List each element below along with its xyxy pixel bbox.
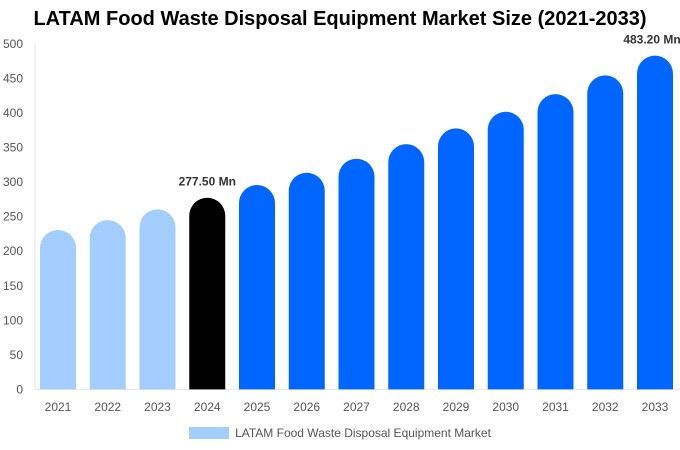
bar-2026: [288, 172, 325, 390]
y-tick-label: 0: [16, 382, 23, 396]
bar-2027: [338, 158, 375, 390]
data-label: 277.50 Mn: [179, 175, 236, 189]
y-tick-label: 200: [3, 244, 23, 258]
x-tick-label: 2022: [94, 400, 121, 414]
bar-2025: [239, 185, 275, 390]
bar-2029: [438, 128, 474, 390]
x-tick-label: 2021: [45, 400, 72, 414]
bar-2032: [587, 75, 624, 390]
legend-label: LATAM Food Waste Disposal Equipment Mark…: [235, 426, 491, 440]
y-tick-label: 150: [3, 279, 23, 293]
y-tick-label: 350: [3, 141, 23, 155]
legend: LATAM Food Waste Disposal Equipment Mark…: [0, 426, 680, 440]
bar-2031: [537, 94, 574, 390]
bar-2033: [637, 55, 673, 390]
y-tick-label: 50: [10, 348, 24, 362]
x-tick-label: 2030: [492, 400, 519, 414]
bar-2022: [89, 220, 126, 390]
x-tick-label: 2024: [194, 400, 221, 414]
x-tick-label: 2029: [443, 400, 470, 414]
legend-swatch: [189, 427, 230, 439]
x-tick-label: 2033: [642, 400, 669, 414]
x-tick-label: 2025: [244, 400, 271, 414]
x-tick-label: 2026: [293, 400, 320, 414]
bar-2030: [487, 111, 524, 390]
data-label: 483.20 Mn: [623, 33, 680, 47]
y-tick-label: 300: [3, 175, 23, 189]
bar-2024: [189, 197, 226, 390]
y-tick-label: 400: [3, 106, 23, 120]
y-tick-label: 500: [3, 37, 23, 51]
x-tick-label: 2031: [542, 400, 569, 414]
x-tick-label: 2027: [343, 400, 370, 414]
chart-title: LATAM Food Waste Disposal Equipment Mark…: [33, 8, 647, 30]
bar-2023: [139, 209, 176, 390]
x-tick-label: 2032: [592, 400, 619, 414]
y-tick-label: 250: [3, 210, 23, 224]
bar-2028: [388, 144, 425, 390]
y-tick-label: 450: [3, 72, 23, 86]
x-tick-label: 2028: [393, 400, 420, 414]
y-tick-label: 100: [3, 313, 23, 327]
bar-2021: [40, 230, 76, 390]
x-tick-label: 2023: [144, 400, 171, 414]
